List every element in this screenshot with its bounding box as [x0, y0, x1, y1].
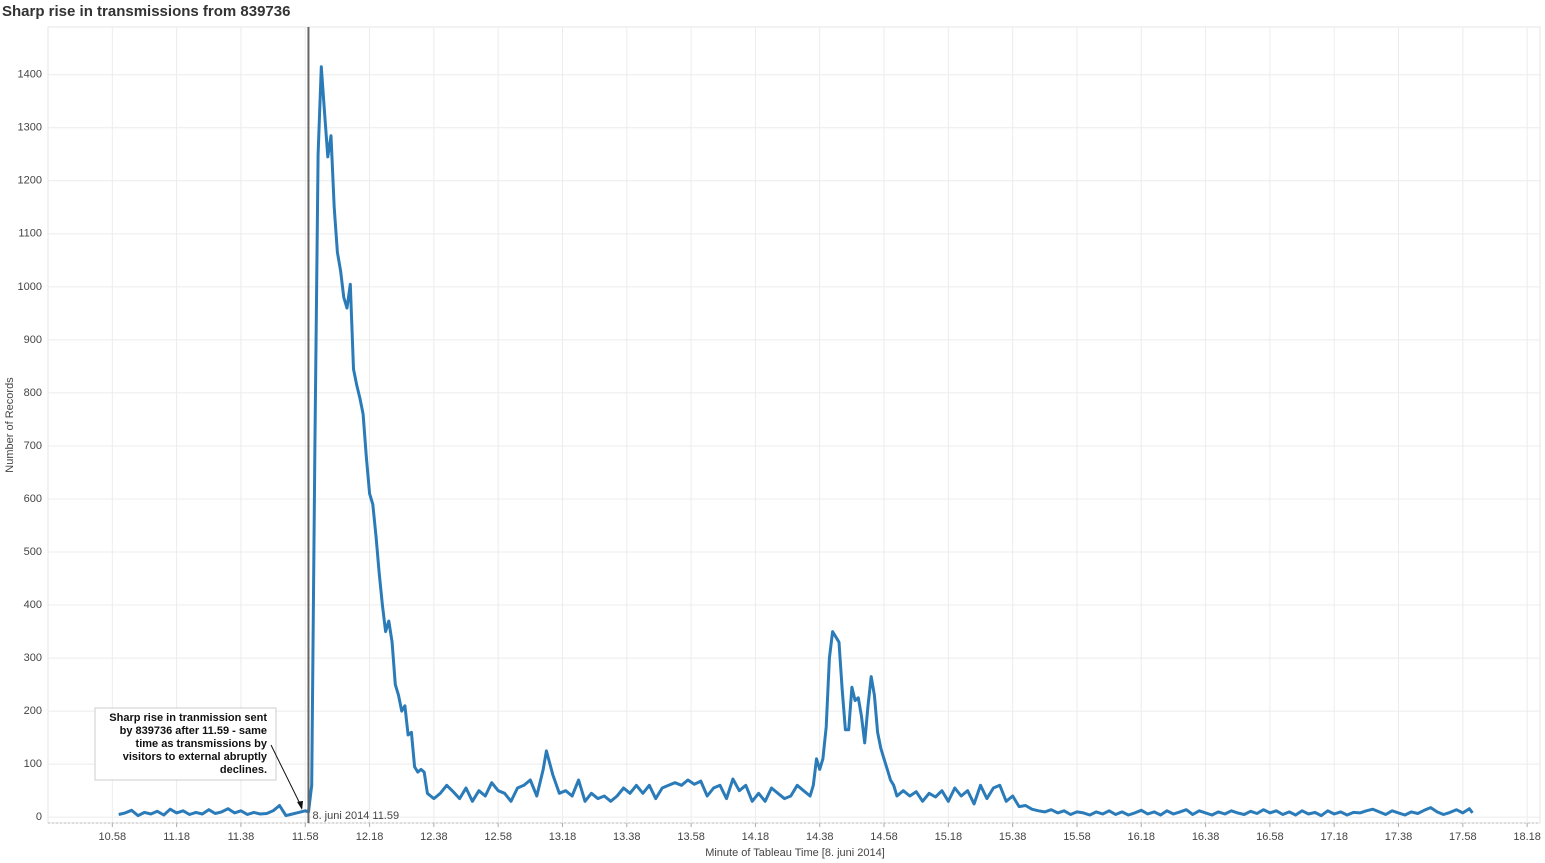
x-tick-label: 12.58 — [484, 831, 512, 843]
annotation-arrow — [270, 744, 303, 809]
annotation-box — [94, 707, 277, 781]
reference-label: 8. juni 2014 11.59 — [312, 810, 399, 822]
x-tick-label: 11.58 — [292, 831, 319, 843]
y-tick-label: 700 — [24, 440, 42, 452]
x-tick-label: 16.18 — [1128, 831, 1156, 843]
x-tick-label: 12.18 — [356, 831, 384, 843]
y-tick-label: 1300 — [18, 122, 42, 134]
y-tick-label: 500 — [24, 546, 42, 558]
x-tick-label: 15.38 — [999, 831, 1027, 843]
annotation-text: time as transmissions by — [136, 738, 268, 750]
x-tick-label: 14.58 — [870, 831, 898, 843]
y-tick-label: 1000 — [18, 281, 42, 293]
chart-title: Sharp rise in transmissions from 839736 — [2, 3, 290, 20]
x-tick-label: 12.38 — [420, 831, 448, 843]
plot-frame — [47, 26, 1541, 824]
x-tick-label: 17.58 — [1449, 831, 1477, 843]
x-tick-label: 16.38 — [1192, 831, 1220, 843]
grid — [48, 27, 1540, 823]
annotation-text: Sharp rise in tranmission sent — [109, 712, 267, 724]
x-tick-label: 17.18 — [1320, 831, 1348, 843]
data-line — [118, 65, 1474, 818]
x-axis-title: Minute of Tableau Time [8. juni 2014] — [705, 847, 885, 859]
x-tick-label: 16.58 — [1256, 831, 1284, 843]
y-tick-label: 800 — [24, 387, 42, 399]
y-tick-label: 1200 — [18, 175, 42, 187]
x-tick-label: 17.38 — [1385, 831, 1413, 843]
marks — [118, 65, 1474, 818]
x-tick-label: 11.38 — [228, 831, 255, 843]
annotation-text: visitors to external abruptly — [123, 751, 268, 763]
y-tick-label: 0 — [36, 811, 42, 823]
x-tick-label: 13.38 — [613, 831, 641, 843]
x-tick-label: 14.38 — [806, 831, 834, 843]
x-tick-label: 13.58 — [677, 831, 705, 843]
y-tick-label: 100 — [24, 758, 42, 770]
x-tick-label: 14.18 — [742, 831, 770, 843]
y-axis-title: Number of Records — [4, 377, 16, 473]
annotation-text: declines. — [220, 764, 267, 776]
x-tick-label: 18.18 — [1513, 831, 1541, 843]
x-tick-label: 11.18 — [163, 831, 190, 843]
x-tick-label: 13.18 — [549, 831, 577, 843]
y-tick-label: 200 — [24, 705, 42, 717]
annotation-arrowhead — [297, 800, 304, 810]
y-tick-label: 1400 — [18, 69, 42, 81]
y-tick-label: 300 — [24, 652, 42, 664]
annotation-text: by 839736 after 11.59 - same — [120, 725, 267, 737]
y-tick-label: 600 — [24, 493, 42, 505]
x-tick-label: 15.58 — [1063, 831, 1091, 843]
y-tick-label: 400 — [24, 599, 42, 611]
x-tick-label: 15.18 — [935, 831, 963, 843]
y-tick-label: 900 — [24, 334, 42, 346]
x-tick-label: 10.58 — [99, 831, 127, 843]
y-tick-label: 1100 — [18, 228, 42, 240]
